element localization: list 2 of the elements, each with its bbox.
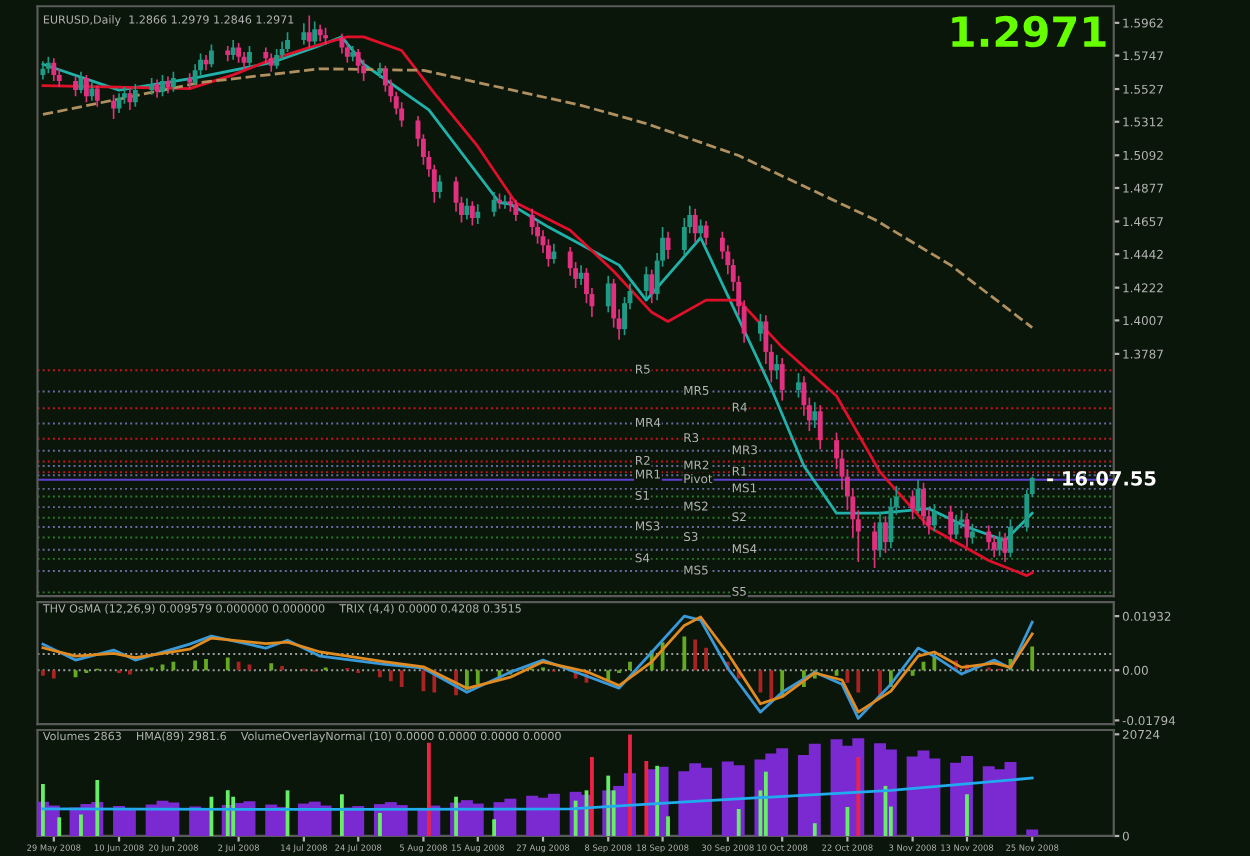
- annotation: - 16.07.55: [1047, 470, 1156, 486]
- annotation: 1.2971: [952, 15, 1106, 48]
